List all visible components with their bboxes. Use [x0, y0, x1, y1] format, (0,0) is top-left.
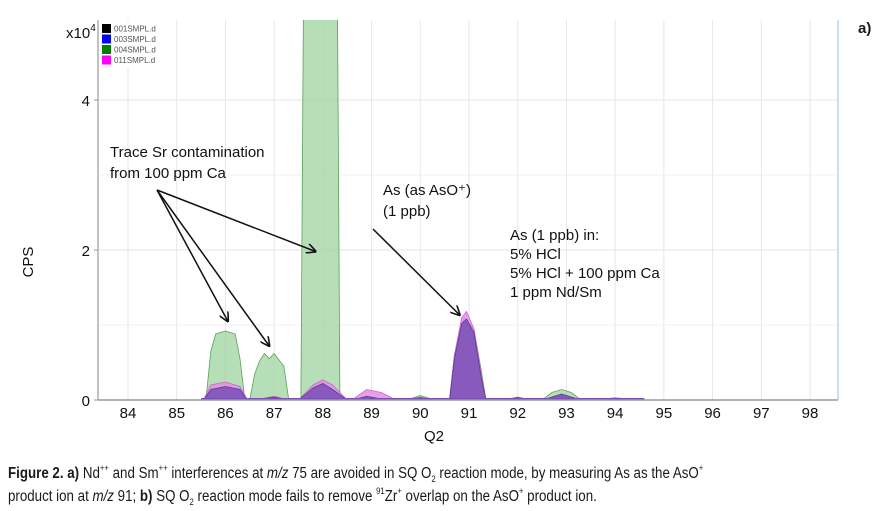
- x-tick-label: 92: [509, 405, 526, 422]
- annotation-as-aso: (1 ppb): [383, 203, 431, 220]
- legend-swatch: [102, 34, 111, 44]
- annotation-arrow: [156, 189, 316, 252]
- key-title: As (1 ppb) in:: [510, 227, 599, 244]
- x-tick-label: 86: [217, 405, 234, 422]
- x-tick-label: 85: [168, 405, 185, 422]
- caption-line-2: product ion at m/z 91; b) SQ O2 reaction…: [8, 486, 597, 507]
- x-tick-label: 97: [753, 405, 770, 422]
- x-tick-label: 93: [558, 405, 575, 422]
- y-tick-label: 4: [82, 93, 90, 110]
- x-tick-label: 90: [412, 405, 429, 422]
- annotation-arrow: [156, 189, 269, 346]
- x-axis-label: Q2: [424, 428, 444, 445]
- legend-label: 004SMPL.d: [114, 46, 156, 55]
- caption-line-1: Figure 2. a) Nd++ and Sm++ interferences…: [8, 463, 704, 484]
- annotation-arrow: [156, 189, 228, 321]
- key-hcl-ca: 5% HCl + 100 ppm Ca: [510, 265, 660, 282]
- x-tick-label: 91: [461, 405, 478, 422]
- legend-label: 003SMPL.d: [114, 35, 156, 44]
- x-tick-label: 94: [607, 405, 624, 422]
- annotation-arrow: [372, 228, 460, 315]
- y-tick-label: 0: [82, 393, 90, 410]
- x-tick-label: 95: [656, 405, 673, 422]
- x-tick-label: 89: [363, 405, 380, 422]
- x-tick-label: 84: [120, 405, 137, 422]
- legend-swatch: [102, 45, 111, 54]
- annotation-sr-contamination: from 100 ppm Ca: [110, 165, 227, 182]
- panel-label: a): [858, 20, 872, 37]
- x-tick-label: 87: [266, 405, 283, 422]
- annotations: Trace Sr contamination from 100 ppm Ca As …: [110, 144, 660, 346]
- legend-label: 001SMPL.d: [114, 25, 156, 34]
- annotation-as-aso: As (as AsO⁺): [383, 182, 471, 199]
- annotation-sr-contamination: Trace Sr contamination: [110, 144, 265, 161]
- x-tick-label: 96: [704, 405, 721, 422]
- key-5pct-hcl: 5% HCl: [510, 246, 561, 263]
- x-tick-labels: 84 85 86 87 88 89 90 91 92 93 94 95 96 97 98: [120, 405, 819, 422]
- y-tick-label: 2: [82, 243, 90, 260]
- figure-caption: Figure 2. a) Nd++ and Sm++ interferences…: [8, 462, 765, 508]
- x-tick-label: 88: [315, 405, 332, 422]
- legend-swatch: [102, 55, 111, 65]
- y-multiplier: x104: [66, 23, 96, 42]
- axes: [94, 20, 839, 401]
- x-tick-label: 98: [802, 405, 819, 422]
- chart: 84 85 86 87 88 89 90 91 92 93 94 95 96 97 98 024 x104 …: [20, 20, 839, 445]
- key-nd-sm: 1 ppm Nd/Sm: [510, 284, 602, 301]
- y-axis-label: CPS: [20, 247, 37, 278]
- legend-swatch: [102, 24, 111, 33]
- legend-label: 011SMPL.d: [114, 56, 155, 65]
- y-tick-labels: 0 2 4: [82, 93, 90, 410]
